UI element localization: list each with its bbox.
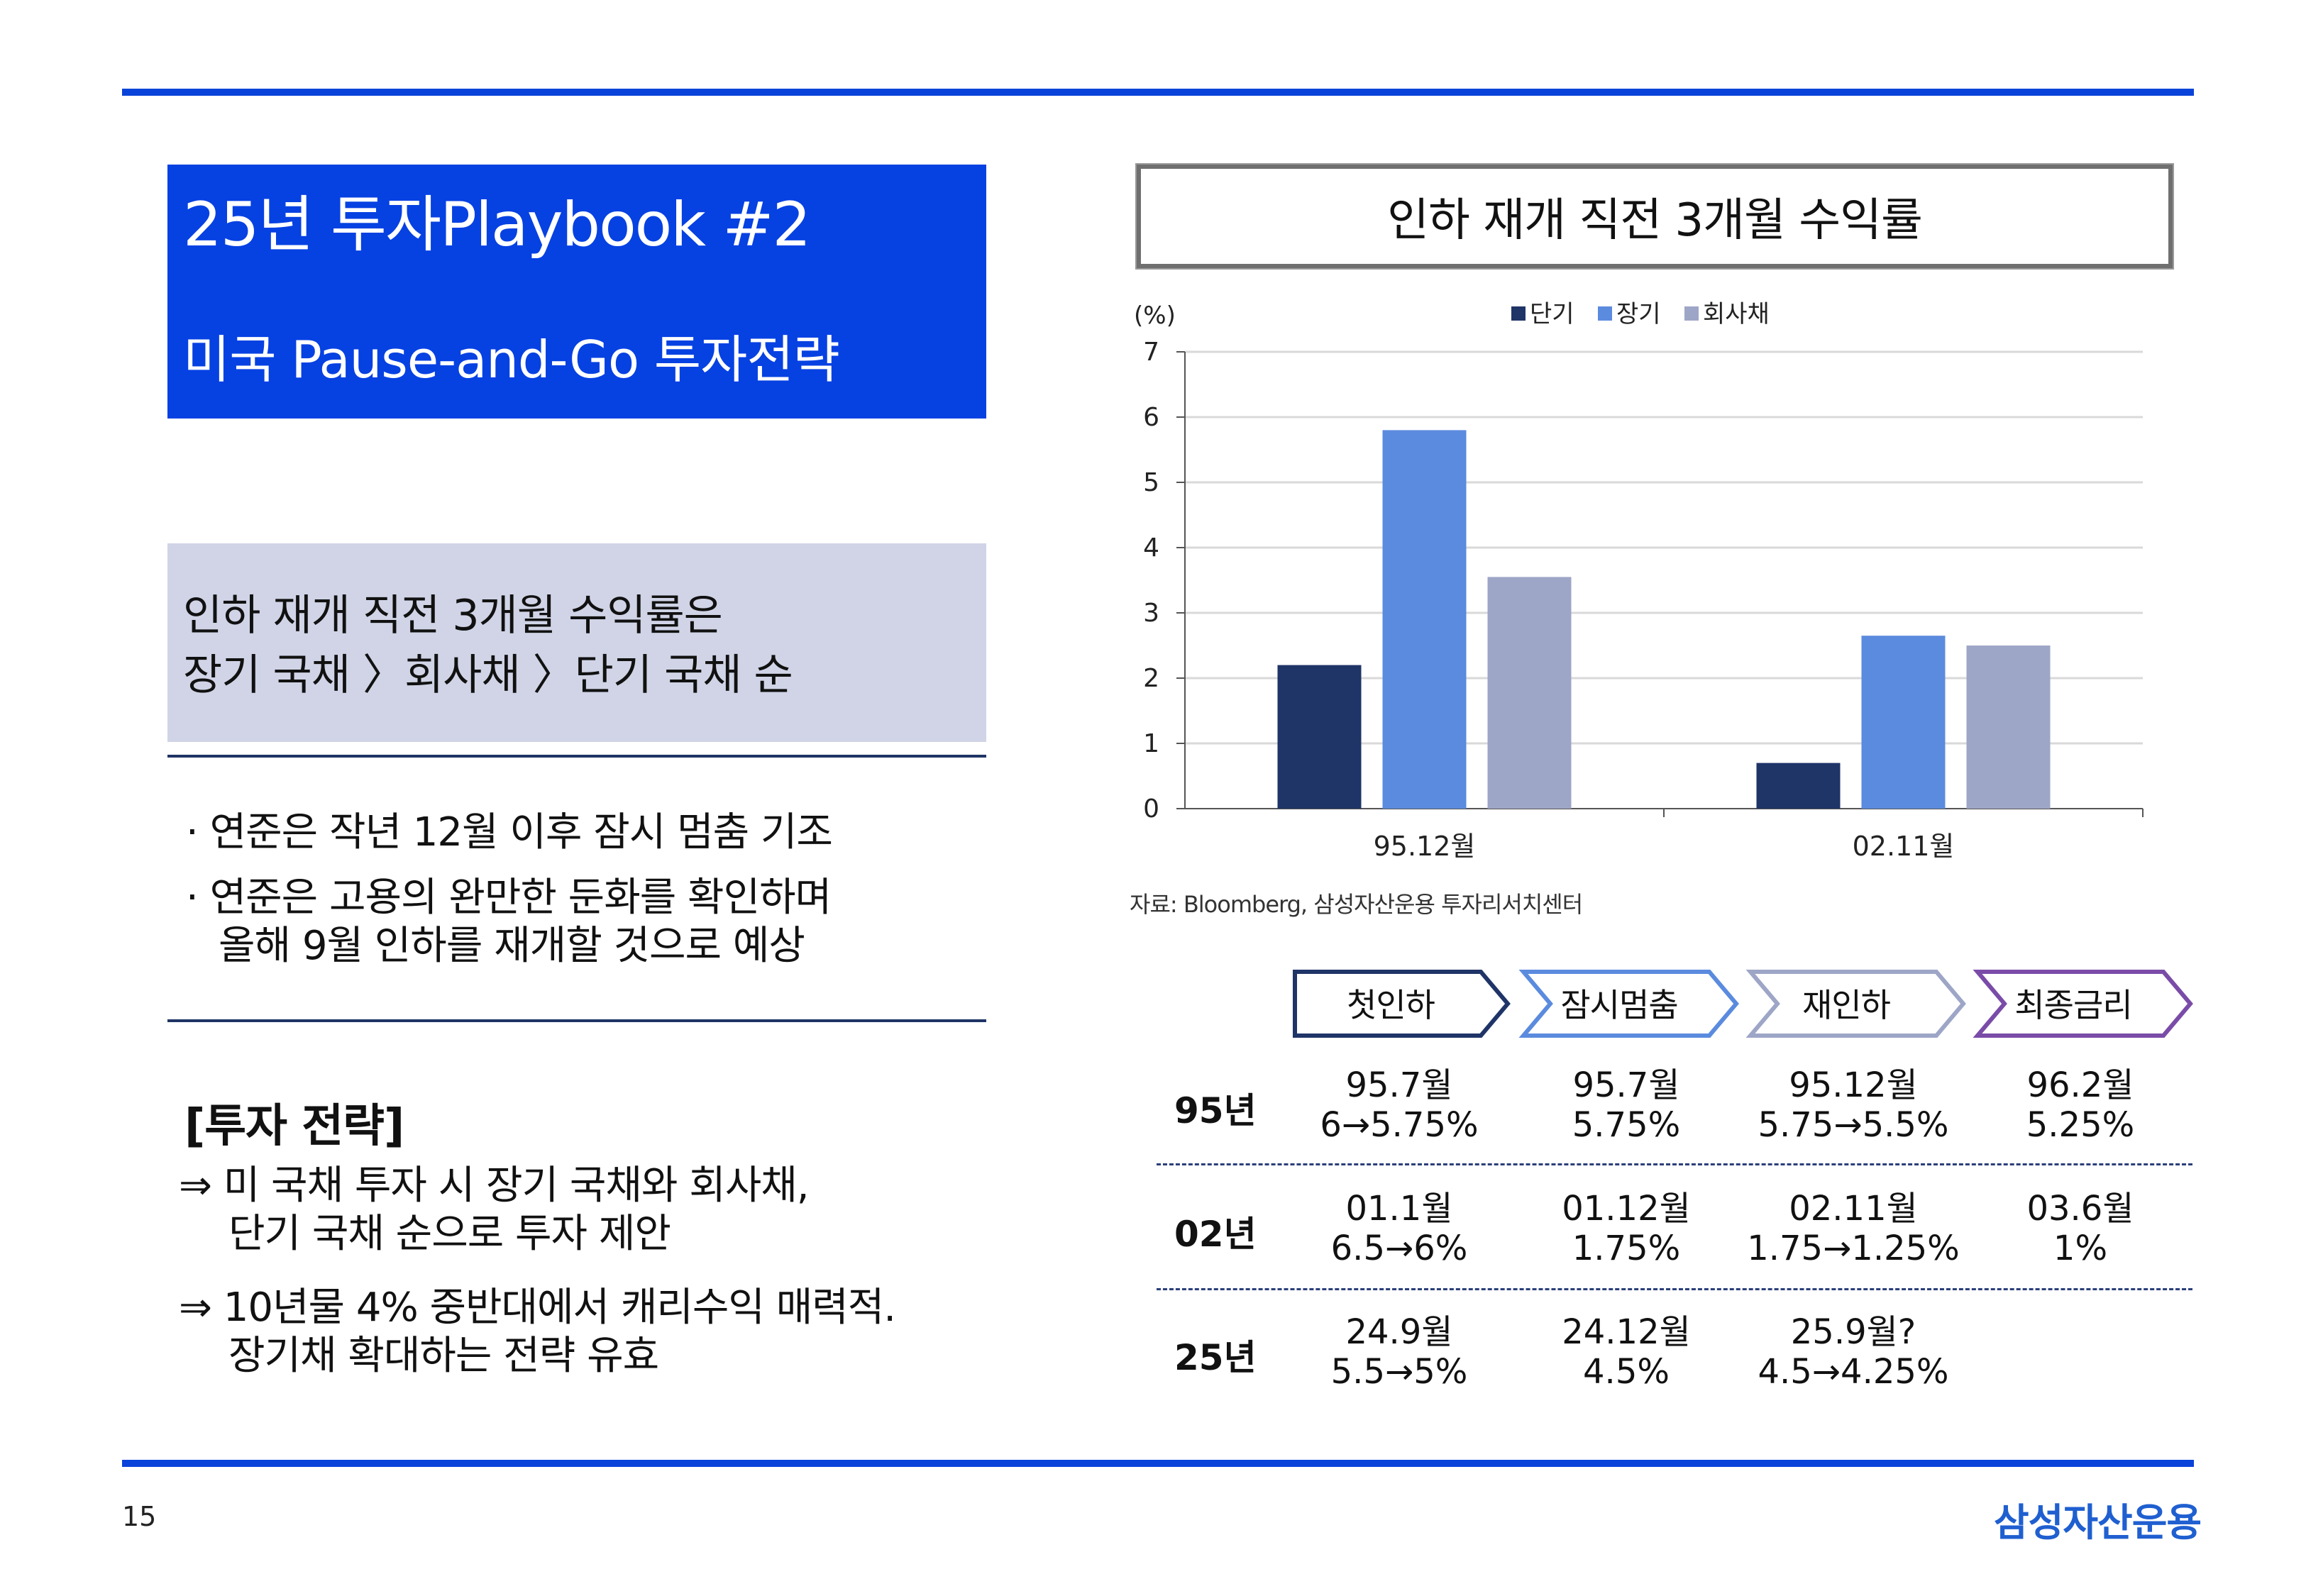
legend-swatch — [1511, 306, 1526, 321]
cell-line: 5.75% — [1572, 1105, 1681, 1145]
cell-line: 24.9월 — [1345, 1312, 1453, 1352]
cell-25-resume-cut: 25.9월? 4.5→4.25% — [1740, 1312, 1967, 1392]
summary-box: 인하 재개 직전 3개월 수익률은 장기 국채 〉회사채 〉단기 국채 순 — [167, 543, 986, 742]
row-label-25: 25년 — [1174, 1337, 1257, 1378]
cell-line: 01.1월 — [1345, 1189, 1453, 1229]
strategy-item-2: ⇒ 10년물 4% 중반대에서 캐리수익 매력적. — [179, 1285, 896, 1331]
bullet-list: · 연준은 작년 12월 이후 잠시 멈춤 기조 · 연준은 고용의 완만한 둔… — [186, 809, 833, 970]
chart-title: 인하 재개 직전 3개월 수익률 — [1137, 165, 2173, 268]
cell-95-resume-cut: 95.12월 5.75→5.5% — [1740, 1065, 1967, 1145]
bar-chart: 0 1 2 3 4 5 6 7 (%) 95.12월 02.11월 단기 장기 회사채 — [1134, 300, 2144, 862]
row-label-02: 02년 — [1174, 1214, 1257, 1255]
bottom-rule — [122, 1460, 2194, 1467]
bar — [1382, 430, 1467, 809]
legend-label: 회사채 — [1703, 300, 1770, 328]
stage-terminal-rate: 최종금리 — [2014, 986, 2132, 1024]
cell-line: 1% — [2053, 1229, 2108, 1268]
bullet-2: · 연준은 고용의 완만한 둔화를 확인하며 — [186, 875, 832, 921]
cell-line: 03.6월 — [2026, 1189, 2134, 1229]
cell-line: 5.75→5.5% — [1758, 1105, 1949, 1145]
cell-line: 01.12월 — [1562, 1189, 1691, 1229]
cell-95-terminal: 96.2월 5.25% — [1967, 1065, 2194, 1145]
cell-line: 25.9월? — [1790, 1312, 1916, 1352]
divider-top — [167, 755, 986, 758]
cell-line: 4.5% — [1583, 1352, 1670, 1392]
y-tick-label: 2 — [1143, 664, 1159, 693]
y-tick-label: 0 — [1143, 794, 1159, 824]
summary-line-2: 장기 국채 〉회사채 〉단기 국채 순 — [183, 650, 793, 700]
row-divider — [1157, 1163, 2192, 1165]
row-divider — [1157, 1288, 2192, 1290]
bar — [1861, 636, 1946, 809]
y-tick-label: 4 — [1143, 533, 1159, 563]
company-logo: 삼성자산운용 — [1994, 1500, 2202, 1545]
cell-02-terminal: 03.6월 1% — [1967, 1189, 2194, 1268]
cell-line: 96.2월 — [2026, 1065, 2134, 1105]
cell-25-first-cut: 24.9월 5.5→5% — [1286, 1312, 1513, 1392]
cell-line: 5.25% — [2026, 1105, 2135, 1145]
strategy-item-1-cont: 단기 국채 순으로 투자 제안 — [228, 1211, 671, 1257]
strategy-list: ⇒ 미 국채 투자 시 장기 국채와 회사채, 단기 국채 순으로 투자 제안 … — [179, 1162, 896, 1380]
bullet-1: · 연준은 작년 12월 이후 잠시 멈춤 기조 — [186, 809, 833, 855]
bar — [1277, 665, 1362, 809]
timeline-header: 첫인하 잠시멈춤 재인하 최종금리 — [1291, 969, 2214, 1040]
strategy-item-1: ⇒ 미 국채 투자 시 장기 국채와 회사채, — [179, 1163, 810, 1209]
cell-line: 95.7월 — [1572, 1065, 1680, 1105]
cell-02-resume-cut: 02.11월 1.75→1.25% — [1740, 1189, 1967, 1268]
cell-line: 1.75% — [1572, 1229, 1681, 1268]
cell-95-pause: 95.7월 5.75% — [1513, 1065, 1740, 1145]
top-rule — [122, 89, 2194, 96]
legend-label: 단기 — [1530, 300, 1574, 328]
legend-label: 장기 — [1616, 300, 1661, 328]
title-box: 25년 투자Playbook #2 미국 Pause-and-Go 투자전략 — [167, 165, 986, 419]
page-subtitle: 미국 Pause-and-Go 투자전략 — [183, 330, 840, 389]
y-tick-label: 3 — [1143, 599, 1159, 628]
bar — [1756, 763, 1841, 809]
cell-95-first-cut: 95.7월 6→5.75% — [1286, 1065, 1513, 1145]
legend-swatch — [1598, 306, 1612, 321]
page-title: 25년 투자Playbook #2 — [183, 189, 811, 260]
stage-first-cut: 첫인하 — [1347, 986, 1435, 1024]
y-axis-label: (%) — [1134, 301, 1176, 330]
chevron-shapes — [1293, 970, 2193, 1038]
legend-swatch — [1684, 306, 1699, 321]
summary-line-1: 인하 재개 직전 3개월 수익률은 — [183, 591, 723, 641]
bullet-2-cont: 올해 9월 인하를 재개할 것으로 예상 — [219, 923, 805, 969]
source-note: 자료: Bloomberg, 삼성자산운용 투자리서치센터 — [1130, 891, 1583, 918]
strategy-item-2-cont: 장기채 확대하는 전략 유효 — [228, 1333, 659, 1379]
cell-line: 6.5→6% — [1330, 1229, 1468, 1268]
cell-line: 95.7월 — [1345, 1065, 1453, 1105]
chevron-arrow — [1518, 970, 1739, 1038]
cell-line: 02.11월 — [1789, 1189, 1918, 1229]
cell-line: 5.5→5% — [1330, 1352, 1468, 1392]
cell-02-pause: 01.12월 1.75% — [1513, 1189, 1740, 1268]
cell-line: 6→5.75% — [1320, 1105, 1479, 1145]
cell-line: 4.5→4.25% — [1758, 1352, 1949, 1392]
cell-line: 24.12월 — [1562, 1312, 1691, 1352]
cell-line: 95.12월 — [1789, 1065, 1918, 1105]
row-label-95: 95년 — [1174, 1090, 1257, 1131]
cell-25-pause: 24.12월 4.5% — [1513, 1312, 1740, 1392]
y-tick-label: 1 — [1143, 729, 1159, 758]
chevron-arrow — [1973, 970, 2193, 1038]
page-number: 15 — [122, 1501, 157, 1532]
x-tick-label: 95.12월 — [1374, 831, 1476, 862]
chevron-arrow — [1745, 970, 1966, 1038]
strategy-title: [투자 전략] — [184, 1100, 404, 1153]
stage-pause: 잠시멈춤 — [1560, 986, 1678, 1024]
divider-bottom — [167, 1019, 986, 1022]
bar — [1966, 645, 2051, 809]
cell-02-first-cut: 01.1월 6.5→6% — [1286, 1189, 1513, 1268]
stage-resume-cut: 재인하 — [1802, 986, 1891, 1024]
y-tick-label: 5 — [1143, 468, 1159, 497]
x-tick-label: 02.11월 — [1853, 831, 1955, 862]
cell-line: 1.75→1.25% — [1747, 1229, 1960, 1268]
chevron-arrow — [1293, 970, 1511, 1038]
y-tick-label: 7 — [1143, 338, 1159, 367]
bar — [1487, 577, 1572, 809]
y-tick-label: 6 — [1143, 403, 1159, 432]
